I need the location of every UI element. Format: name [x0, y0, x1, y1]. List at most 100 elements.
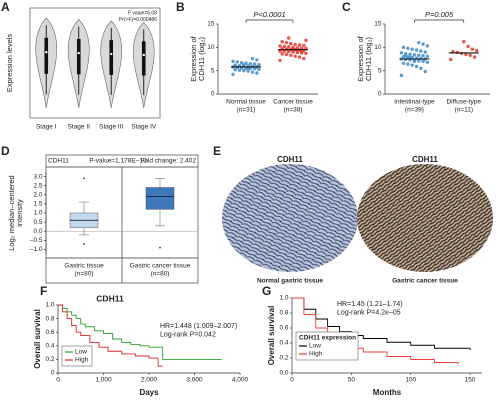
legend-label: High: [309, 351, 323, 358]
data-point: [242, 68, 246, 73]
y-axis-label: Expression levels: [5, 34, 14, 93]
data-point: [414, 64, 419, 69]
data-point: [248, 61, 253, 66]
annotation: HR=1.448 (1.009–2.007): [160, 323, 237, 330]
data-point: [295, 46, 300, 50]
box-title: CDH11: [48, 158, 69, 165]
data-point: [286, 45, 291, 49]
data-point: [468, 53, 472, 57]
annotation: F value=6.08: [128, 10, 157, 16]
y-tick-label: 2.0: [33, 191, 42, 198]
data-point: [449, 57, 453, 62]
data-point: [237, 68, 242, 72]
data-point: [233, 68, 237, 72]
data-point: [278, 58, 282, 63]
y-axis-label: Expression of: [189, 35, 198, 81]
data-point: [401, 45, 406, 50]
panel-letter: C: [342, 0, 351, 14]
panel-letter: G: [262, 284, 271, 298]
chart-title: CDH11: [96, 293, 124, 303]
annotation: Pr(>F)=0.000486: [119, 17, 157, 23]
data-point: [284, 40, 289, 45]
x-tick-label: 0: [56, 377, 60, 384]
data-point: [462, 40, 466, 44]
y-tick-label: 0: [211, 91, 215, 98]
data-point: [408, 55, 412, 60]
data-point: [421, 59, 425, 64]
y-tick-label: 0.2: [45, 356, 54, 363]
x-tick-label: Gastric tissue: [64, 263, 104, 270]
data-point: [406, 62, 410, 66]
x-tick-label: 150: [465, 377, 476, 384]
data-point: [425, 60, 430, 64]
y-tick-label: 10: [207, 44, 215, 51]
violin-median: [45, 51, 48, 54]
data-point: [466, 44, 470, 49]
data-point: [293, 54, 297, 58]
data-point: [412, 59, 417, 64]
data-point: [470, 47, 475, 51]
panel-letter: F: [40, 284, 47, 298]
data-point: [451, 49, 455, 54]
data-point: [417, 53, 421, 57]
data-point: [297, 43, 302, 47]
data-point: [421, 42, 425, 46]
data-point: [280, 40, 284, 44]
annotation: P=0.005: [425, 10, 454, 19]
data-point: [257, 67, 261, 71]
x-tick-label: 3,000: [186, 377, 203, 384]
violin-median: [110, 52, 113, 56]
y-tick-label: 0.0: [279, 370, 288, 377]
x-tick-label: (n=80): [75, 271, 94, 278]
y-tick-label: 0.8: [279, 310, 288, 317]
data-point: [410, 47, 414, 51]
data-point: [257, 62, 261, 67]
data-point: [399, 73, 404, 78]
annotation: HR=1.45 (1.21–1.74): [337, 301, 403, 308]
x-tick-label: (n=31): [237, 107, 256, 114]
data-point: [280, 52, 284, 56]
legend-label: Low: [309, 343, 321, 350]
panel-letter: B: [176, 0, 185, 14]
annotation: P<0.0001: [253, 10, 285, 19]
y-tick-label: 15: [207, 21, 215, 28]
y-axis-label: CDH11 (log₂): [364, 36, 373, 81]
y-axis-label: intensity: [15, 199, 24, 227]
data-point: [282, 44, 287, 49]
box: [145, 187, 175, 210]
data-point: [297, 55, 302, 59]
data-point: [295, 50, 300, 55]
data-point: [399, 51, 404, 55]
data-point: [419, 49, 423, 53]
outlier: [83, 243, 85, 245]
data-point: [404, 54, 408, 58]
data-point: [425, 54, 430, 58]
outlier: [83, 177, 85, 180]
y-tick-label: 10: [374, 44, 382, 51]
data-point: [252, 62, 257, 66]
x-tick-label: Diffuse-type: [446, 99, 481, 106]
x-tick-label: 4,000: [232, 377, 249, 384]
legend-box: [61, 345, 93, 367]
data-point: [255, 58, 259, 62]
data-point: [304, 51, 308, 56]
x-tick-label: Stage II: [68, 124, 91, 131]
data-point: [419, 66, 423, 71]
data-point: [233, 63, 237, 67]
x-tick-label: (n=39): [405, 107, 424, 114]
tissue-image: [357, 164, 493, 272]
x-tick-label: 0: [290, 377, 294, 384]
y-tick-label: 0.8: [45, 315, 54, 322]
survival-curve: [58, 304, 163, 367]
y-tick-label: 0.4: [45, 343, 54, 350]
y-tick-label: 0.5: [33, 219, 42, 226]
y-tick-label: 0.6: [45, 329, 54, 336]
data-point: [231, 59, 235, 64]
data-point: [417, 59, 421, 63]
data-point: [406, 46, 410, 50]
y-tick-label: 1.0: [279, 295, 288, 302]
annotation: Log-rank P=0.042: [160, 331, 216, 338]
panel-letter: A: [1, 0, 10, 14]
y-tick-label: 5: [378, 67, 382, 74]
data-point: [425, 44, 430, 48]
